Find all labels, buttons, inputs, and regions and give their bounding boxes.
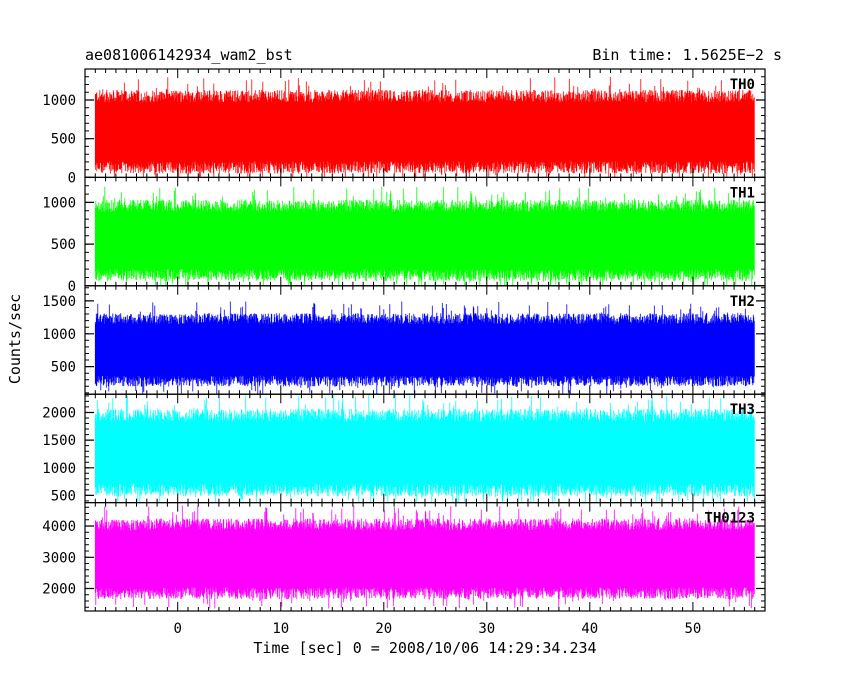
x-tick-label: 10 bbox=[272, 621, 289, 637]
y-tick-label: 0 bbox=[68, 170, 76, 186]
series-th2 bbox=[94, 301, 755, 395]
x-ticks-2 bbox=[94, 177, 756, 286]
x-tick-label: 50 bbox=[684, 621, 701, 637]
x-ticks-5 bbox=[94, 502, 756, 611]
y-tick-label: 1000 bbox=[42, 461, 76, 477]
x-ticks-1 bbox=[94, 69, 756, 178]
bin-time-label: Bin time: 1.5625E−2 s bbox=[592, 46, 782, 64]
series-th0 bbox=[94, 76, 755, 178]
y-tick-label: 2000 bbox=[42, 582, 76, 598]
y-tick-label: 2000 bbox=[42, 406, 76, 422]
y-tick-label: 0 bbox=[68, 279, 76, 295]
x-axis-label: Time [sec] 0 = 2008/10/06 14:29:34.234 bbox=[253, 639, 596, 657]
y-tick-label: 1000 bbox=[42, 327, 76, 343]
series-th0123 bbox=[94, 505, 755, 609]
x-tick-label: 40 bbox=[581, 621, 598, 637]
x-tick-label: 0 bbox=[173, 621, 181, 637]
y-tick-label: 3000 bbox=[42, 550, 76, 566]
y-tick-label: 4000 bbox=[42, 519, 76, 535]
series-th3 bbox=[94, 394, 755, 503]
series-th1 bbox=[94, 186, 755, 286]
x-tick-label: 20 bbox=[375, 621, 392, 637]
y-tick-label: 1000 bbox=[42, 195, 76, 211]
y-axis-label: Counts/sec bbox=[6, 294, 24, 384]
y-tick-label: 500 bbox=[51, 360, 76, 376]
panel-label-th0: TH0 bbox=[730, 77, 755, 93]
y-tick-label: 500 bbox=[51, 132, 76, 148]
y-tick-label: 500 bbox=[51, 237, 76, 253]
y-tick-label: 1500 bbox=[42, 294, 76, 310]
panel-label-th0123: TH0123 bbox=[704, 511, 755, 527]
x-tick-label: 30 bbox=[478, 621, 495, 637]
y-tick-label: 500 bbox=[51, 488, 76, 504]
panel-label-th2: TH2 bbox=[730, 294, 755, 310]
chart-title: ae081006142934_wam2_bst bbox=[85, 46, 293, 64]
x-ticks-3 bbox=[94, 285, 756, 395]
panel-label-th3: TH3 bbox=[730, 402, 755, 418]
x-ticks-4 bbox=[94, 394, 756, 503]
y-tick-label: 1000 bbox=[42, 93, 76, 109]
panel-label-th1: TH1 bbox=[730, 185, 755, 201]
y-tick-label: 1500 bbox=[42, 433, 76, 449]
